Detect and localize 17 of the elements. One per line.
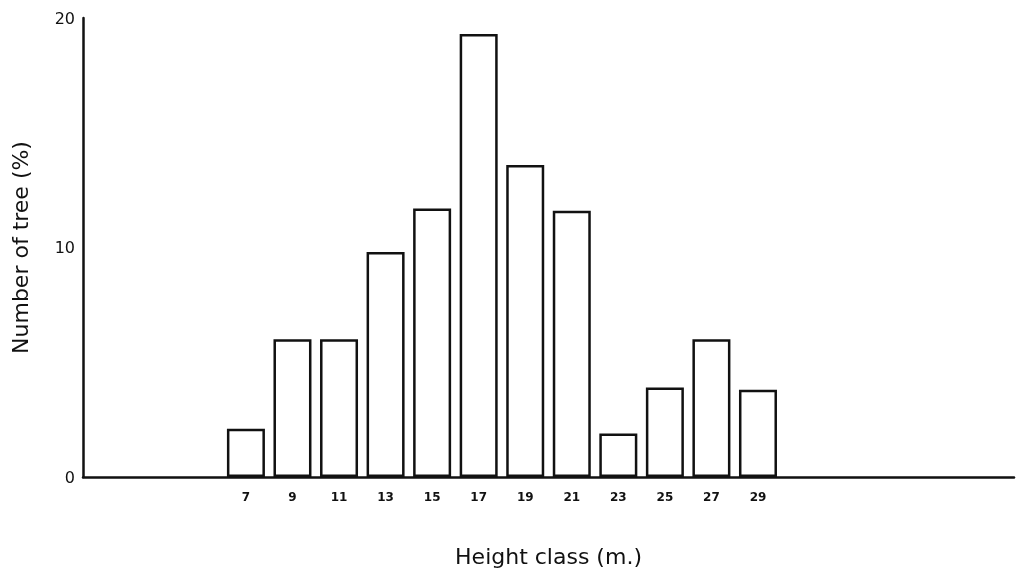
x-tick-label: 27 [703,490,720,504]
x-tick-label: 19 [516,490,534,504]
x-tick-label: 9 [288,490,297,504]
x-tick-label: 21 [563,490,581,504]
x-tick-label: 29 [749,490,767,504]
y-axis-title: Number of tree (%) [7,141,33,354]
x-tick-label: 11 [330,490,348,504]
x-axis-title: Height class (m.) [455,543,642,569]
x-tick-label: 23 [609,490,627,504]
x-tick-label: 17 [470,490,488,504]
y-tick-label: 20 [54,8,75,28]
y-tick-label: 0 [64,467,75,487]
x-tick-label: 13 [377,490,394,504]
y-tick-label: 10 [54,238,75,257]
x-tick-label: 15 [423,490,441,504]
x-tick-label: 7 [241,490,251,504]
x-tick-label: 25 [656,490,674,504]
